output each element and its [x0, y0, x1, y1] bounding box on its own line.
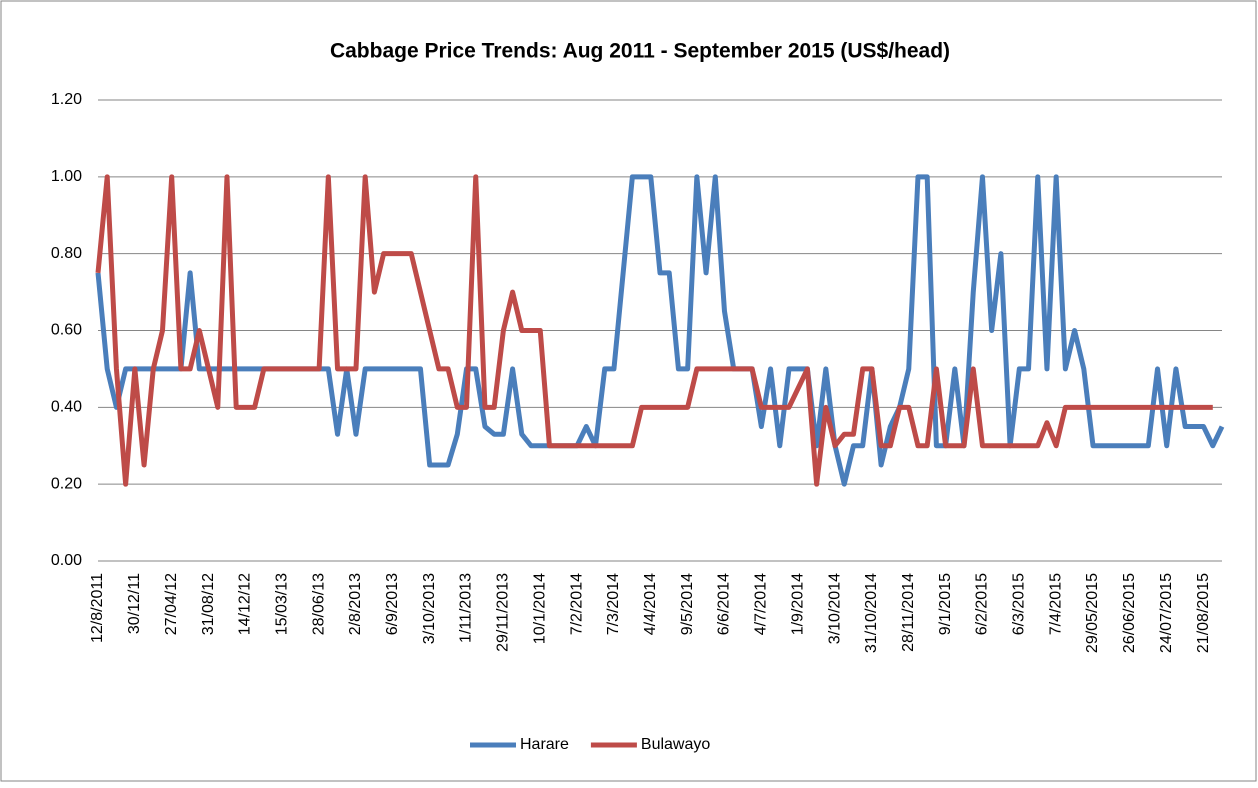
x-tick-label: 21/08/2015 [1195, 573, 1212, 653]
y-tick-label: 0.40 [51, 399, 82, 416]
x-tick-label: 1/9/2014 [789, 573, 806, 635]
x-tick-label: 6/2/2015 [974, 573, 991, 635]
x-tick-label: 29/05/2015 [1084, 573, 1101, 653]
x-tick-label: 6/3/2015 [1011, 573, 1028, 635]
x-tick-label: 29/11/2013 [495, 573, 512, 652]
x-tick-label: 14/12/12 [237, 573, 254, 635]
x-tick-label: 15/03/13 [273, 573, 290, 635]
x-tick-label: 1/11/2013 [458, 573, 475, 643]
y-tick-label: 1.00 [51, 168, 82, 185]
x-tick-label: 4/4/2014 [642, 573, 659, 635]
y-tick-label: 1.20 [51, 91, 82, 108]
x-tick-label: 28/06/13 [310, 573, 327, 635]
legend-label: Harare [520, 736, 569, 753]
x-tick-label: 31/08/12 [200, 573, 217, 635]
y-tick-label: 0.80 [51, 245, 82, 262]
x-tick-label: 3/10/2013 [421, 573, 438, 644]
legend-label: Bulawayo [641, 736, 710, 753]
x-tick-label: 24/07/2015 [1158, 573, 1175, 653]
x-tick-label: 7/2/2014 [568, 573, 585, 635]
x-tick-label: 2/8/2013 [347, 573, 364, 635]
y-tick-label: 0.60 [51, 322, 82, 339]
x-tick-label: 4/7/2014 [753, 573, 770, 635]
x-tick-label: 10/1/2014 [531, 573, 548, 644]
y-tick-label: 0.00 [51, 552, 82, 569]
x-tick-label: 28/11/2014 [900, 573, 917, 652]
x-tick-label: 6/9/2013 [384, 573, 401, 635]
x-tick-label: 9/5/2014 [679, 573, 696, 635]
x-tick-label: 30/12/11 [126, 573, 143, 634]
line-series [95, 174, 1213, 487]
x-tick-label: 31/10/2014 [863, 573, 880, 653]
x-tick-label: 26/06/2015 [1121, 573, 1138, 653]
chart-title: Cabbage Price Trends: Aug 2011 - Septemb… [330, 40, 950, 63]
x-tick-label: 7/4/2015 [1047, 573, 1064, 635]
y-tick-label: 0.20 [51, 475, 82, 492]
x-tick-label: 6/6/2014 [716, 573, 733, 635]
x-tick-label: 27/04/12 [163, 573, 180, 635]
x-tick-label: 7/3/2014 [605, 573, 622, 635]
x-tick-label: 3/10/2014 [826, 573, 843, 644]
x-tick-label: 12/8/2011 [89, 573, 106, 643]
x-tick-label: 9/1/2015 [937, 573, 954, 635]
